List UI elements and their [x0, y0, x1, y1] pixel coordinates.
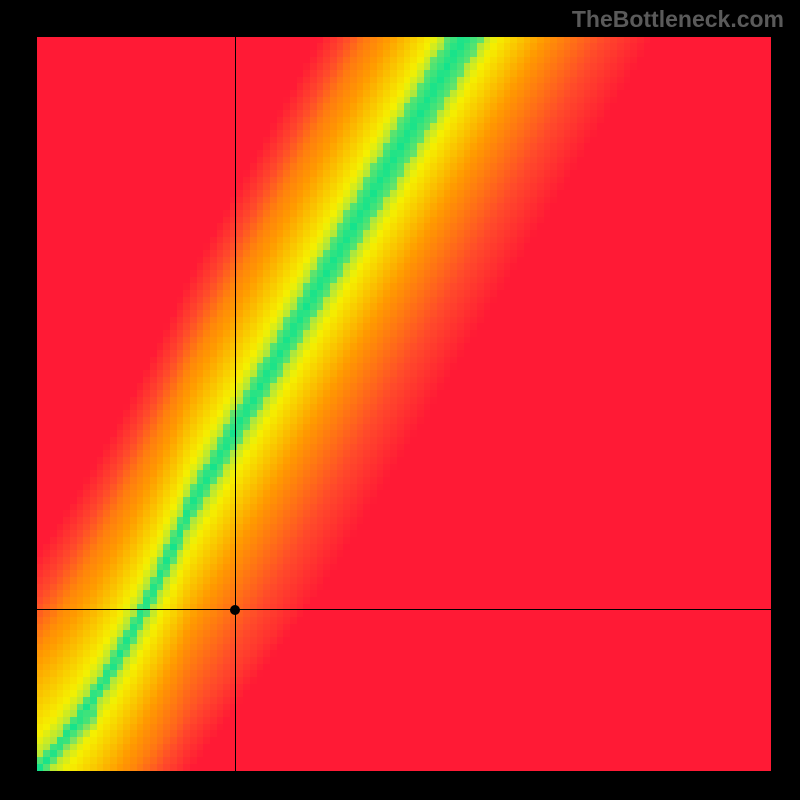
heatmap-plot — [37, 37, 771, 771]
crosshair-vertical — [235, 37, 236, 771]
heatmap-canvas — [37, 37, 771, 771]
crosshair-horizontal — [37, 609, 771, 610]
watermark-text: TheBottleneck.com — [572, 6, 784, 33]
data-point-marker — [230, 605, 240, 615]
